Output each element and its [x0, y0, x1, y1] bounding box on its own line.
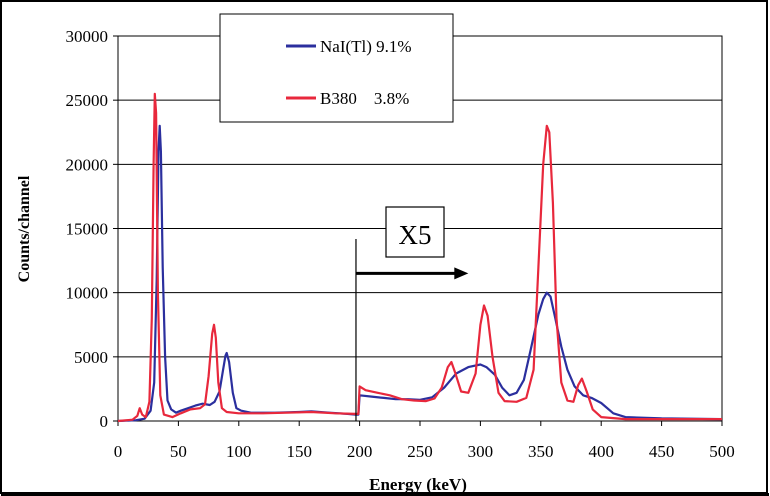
y-tick-label: 25000 [66, 91, 109, 110]
x-tick-label: 350 [528, 442, 554, 461]
outer-frame-shadow [1, 493, 769, 496]
x-tick-label: 400 [588, 442, 614, 461]
y-axis-ticks: 0 5000 10000 15000 20000 25000 30000 [66, 27, 118, 431]
legend-label-1: NaI(Tl) 9.1% [320, 37, 412, 56]
x-axis-label: Energy (keV) [369, 475, 467, 494]
legend-label-2: B380 3.8% [320, 89, 409, 108]
x-tick-label: 0 [114, 442, 123, 461]
y-axis-label: Counts/channel [16, 175, 33, 282]
x-tick-label: 500 [709, 442, 735, 461]
legend-box [219, 13, 454, 123]
x5-box [385, 206, 445, 258]
x-tick-label: 100 [226, 442, 252, 461]
y-tick-label: 5000 [74, 348, 108, 367]
x-tick-label: 200 [347, 442, 373, 461]
y-tick-label: 30000 [66, 27, 109, 46]
x5-label: X5 [399, 220, 432, 250]
x-tick-label: 250 [407, 442, 433, 461]
x-axis-ticks: 0 50 100 150 200 250 300 350 400 450 500 [114, 421, 735, 461]
legend: NaI(Tl) 9.1% B380 3.8% [219, 13, 454, 123]
y-tick-label: 15000 [66, 220, 109, 239]
x-tick-label: 150 [286, 442, 312, 461]
x-tick-label: 450 [649, 442, 675, 461]
x5-arrow-head [454, 267, 469, 280]
y-tick-label: 10000 [66, 284, 109, 303]
y-tick-label: 0 [100, 412, 109, 431]
x-tick-label: 50 [170, 442, 187, 461]
x-tick-label: 300 [468, 442, 494, 461]
x5-annotation: X5 [355, 206, 469, 421]
y-tick-label: 20000 [66, 155, 109, 174]
series-line-2 [117, 92, 722, 423]
